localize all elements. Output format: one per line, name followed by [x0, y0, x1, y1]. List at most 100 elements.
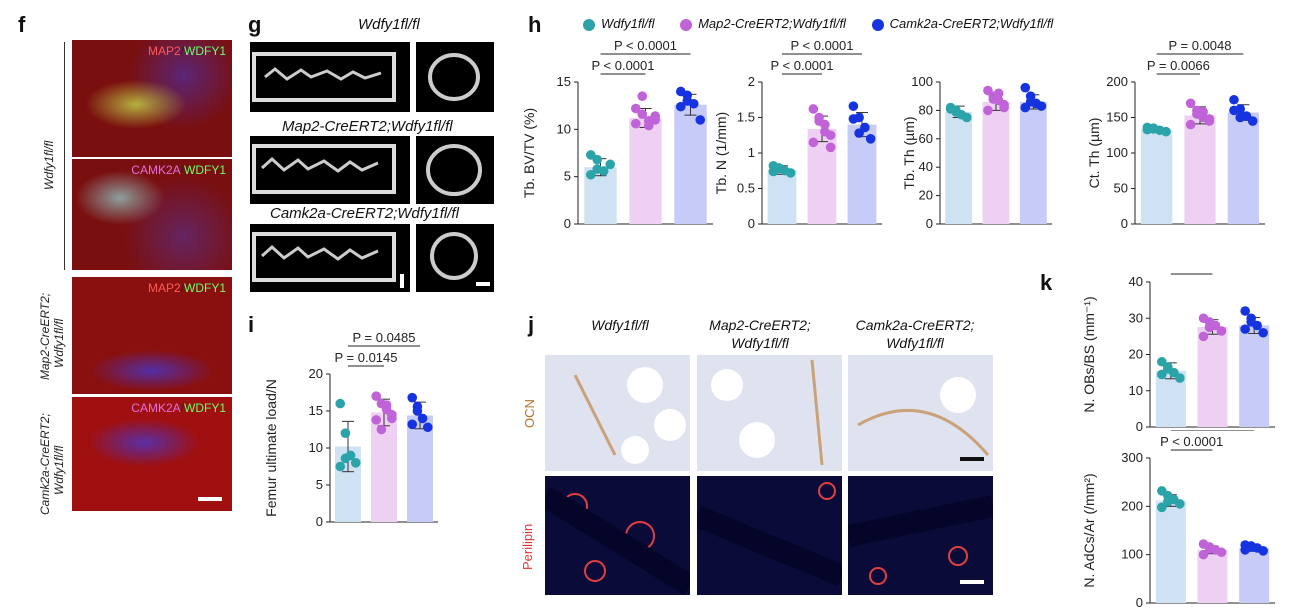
p-value-label: P = 0.0145	[334, 350, 397, 365]
data-point	[1198, 107, 1208, 117]
p-value-label: P < 0.0001	[1160, 270, 1223, 273]
bar	[1141, 129, 1173, 224]
y-tick-label: 20	[309, 366, 323, 381]
y-tick-label: 60	[919, 131, 933, 146]
histology-perilipin-1	[545, 476, 690, 595]
panel-j-col-3-line2: Wdfy1fl/fl	[886, 335, 944, 351]
p-value-label: P < 0.0001	[790, 40, 853, 53]
data-point	[335, 461, 346, 472]
y-tick-label: 0	[564, 216, 571, 231]
y-axis-label: Tb. N (1/mm)	[713, 112, 729, 194]
data-point	[371, 391, 382, 401]
panel-f-row-label-wt: Wdfy1fl/fl	[42, 140, 56, 190]
data-point	[630, 103, 641, 114]
data-point	[1258, 546, 1268, 556]
microct-long-2-svg	[252, 144, 396, 194]
panel-j-col-2-line2: Wdfy1fl/fl	[731, 335, 789, 351]
data-point	[1240, 324, 1250, 334]
panel-g-title-1: Wdfy1fl/fl	[358, 16, 420, 33]
p-value-label: P < 0.0001	[770, 58, 833, 73]
legend-item-camk2a: Camk2a-CreERT2;Wdfy1fl/fl	[871, 16, 1053, 31]
data-point	[1204, 322, 1215, 333]
y-tick-label: 200	[1121, 498, 1143, 513]
micrograph-f-1-label: MAP2/WDFY1	[147, 44, 226, 58]
data-point	[675, 101, 686, 112]
y-tick-label: 10	[1129, 383, 1143, 398]
data-point	[605, 159, 616, 170]
y-tick-label: 0	[926, 216, 933, 231]
chart-tb-n: 0 0.5 1 1.5 2 Tb. N (1/mm) P < 0.0001 P < 0.000…	[713, 40, 882, 231]
data-point	[335, 398, 346, 409]
microct-long-1-svg	[252, 52, 396, 102]
microct-long-3-svg	[252, 232, 404, 288]
data-point	[814, 116, 824, 126]
micrograph-f-4-label: CAMK2A/WDFY1	[131, 401, 226, 415]
data-point	[407, 419, 418, 430]
data-point	[1036, 101, 1047, 111]
panel-j-row-ocn: OCN	[522, 399, 537, 428]
y-tick-label: 5	[564, 169, 571, 184]
bar	[407, 415, 433, 522]
data-point	[592, 164, 603, 174]
p-value-label: P < 0.0001	[1160, 434, 1223, 449]
stain-b: WDFY1	[184, 44, 226, 58]
bar	[1197, 326, 1228, 427]
microct-long-1	[250, 42, 410, 112]
data-point	[637, 109, 648, 119]
histology-ocn-1-svg	[573, 367, 686, 464]
data-point	[1247, 116, 1258, 126]
y-tick-label: 15	[557, 74, 571, 89]
histology-ocn-2-svg	[711, 359, 824, 466]
data-point	[1185, 98, 1196, 109]
data-point	[808, 137, 819, 148]
stain-a: MAP2	[147, 44, 181, 58]
stain-b: WDFY1	[184, 401, 226, 415]
data-point	[1246, 542, 1256, 552]
legend-label-wt: Wdfy1fl/fl	[601, 16, 655, 31]
panel-j-label: j	[528, 312, 535, 337]
legend-label-map2: Map2-CreERT2;Wdfy1fl/fl	[698, 16, 846, 31]
histology-ocn-1	[545, 355, 690, 471]
chart-tb-bvtv: 0 5 10 15 Tb. BV/TV (%) P < 0.0001 P < 0.0001	[521, 40, 713, 231]
stain-a: CAMK2A	[131, 163, 181, 177]
panel-g-title-3: Camk2a-CreERT2;Wdfy1fl/fl	[270, 205, 459, 222]
data-point	[381, 400, 392, 410]
y-tick-label: 30	[1129, 310, 1143, 325]
data-point	[682, 96, 693, 106]
data-point	[1163, 364, 1173, 374]
panel-j-row-perilipin: Perilipin	[520, 523, 535, 570]
legend: Wdfy1fl/fl Map2-CreERT2;Wdfy1fl/fl Camk2…	[583, 16, 1075, 31]
data-point	[1025, 97, 1036, 107]
y-tick-label: 40	[919, 159, 933, 174]
data-point	[825, 142, 836, 153]
legend-item-wt: Wdfy1fl/fl	[583, 16, 654, 31]
bar	[767, 170, 797, 224]
data-point	[808, 104, 819, 114]
panel-j-col-1-line1: Wdfy1fl/fl	[591, 317, 649, 333]
y-tick-label: 15	[309, 403, 323, 418]
histology-ocn-3-svg	[857, 377, 990, 461]
y-tick-label: 0.5	[737, 181, 755, 196]
data-point	[961, 112, 972, 123]
y-tick-label: 50	[1114, 181, 1128, 196]
data-point	[865, 134, 876, 144]
y-axis-label: N. AdCs/Ar (/mm²)	[1081, 473, 1097, 587]
microct-cross-2-svg	[426, 144, 482, 196]
data-point	[1157, 502, 1167, 513]
bar	[1155, 500, 1186, 603]
y-tick-label: 0	[316, 514, 323, 529]
data-point	[1235, 112, 1246, 123]
data-point	[1240, 306, 1250, 316]
histology-ocn-2	[697, 355, 842, 471]
data-point	[1216, 547, 1227, 558]
data-point	[993, 88, 1004, 99]
data-point	[854, 128, 864, 138]
histology-perilipin-2-svg	[697, 482, 842, 587]
histology-perilipin-3-svg	[848, 495, 993, 585]
bar	[1227, 112, 1259, 224]
y-tick-label: 0	[748, 216, 755, 231]
p-value-label: P = 0.0066	[1147, 58, 1210, 73]
panel-j-col-1: Wdfy1fl/fl	[560, 316, 680, 334]
p-value-label: P = 0.0485	[352, 330, 415, 345]
data-point	[340, 428, 351, 438]
